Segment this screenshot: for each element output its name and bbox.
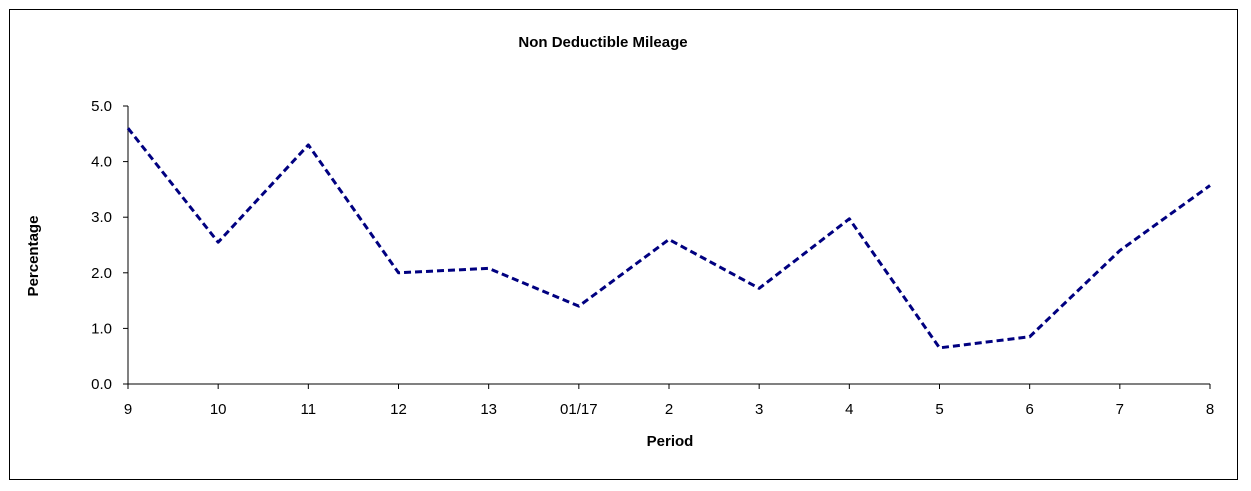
data-point: [216, 240, 220, 244]
x-tick-label: 2: [665, 401, 673, 418]
data-point: [1208, 184, 1212, 188]
y-axis-label: Percentage: [25, 216, 42, 297]
y-tick-label: 4.0: [91, 154, 112, 171]
y-tick-label: 3.0: [91, 209, 112, 226]
x-tick-label: 5: [935, 401, 943, 418]
x-tick-label: 3: [755, 401, 763, 418]
chart-frame: [9, 9, 1238, 480]
x-tick-label: 12: [390, 401, 407, 418]
x-tick-label: 10: [210, 401, 227, 418]
x-tick-label: 13: [480, 401, 497, 418]
data-point: [938, 346, 942, 350]
plot-area: 0.0 1.0 2.0 3.0 4.0 5.0 9 10 11 12 13 01/17 2 3 4 5 6 7 8: [91, 98, 1214, 418]
data-point: [487, 266, 491, 270]
data-point: [667, 237, 671, 241]
series-line: [126, 127, 1211, 350]
x-tick-label: 4: [845, 401, 853, 418]
data-point: [1028, 335, 1032, 339]
data-point: [306, 143, 310, 147]
y-tick-label: 2.0: [91, 265, 112, 282]
data-point: [757, 286, 761, 290]
x-tick-label: 8: [1206, 401, 1214, 418]
data-point: [397, 271, 401, 275]
x-tick-label: 6: [1025, 401, 1033, 418]
x-tick-label: 01/17: [560, 401, 598, 418]
x-axis-label: Period: [647, 433, 694, 450]
x-tick-label: 9: [124, 401, 132, 418]
x-tick-label: 7: [1116, 401, 1124, 418]
y-tick-label: 5.0: [91, 98, 112, 115]
y-tick-label: 1.0: [91, 320, 112, 337]
x-tick-label: 11: [301, 401, 317, 418]
data-point: [577, 304, 581, 308]
y-tick-label: 0.0: [91, 376, 112, 393]
data-point: [1118, 249, 1122, 253]
data-point: [847, 217, 851, 221]
chart-title: Non Deductible Mileage: [518, 34, 687, 51]
data-point: [126, 126, 130, 130]
